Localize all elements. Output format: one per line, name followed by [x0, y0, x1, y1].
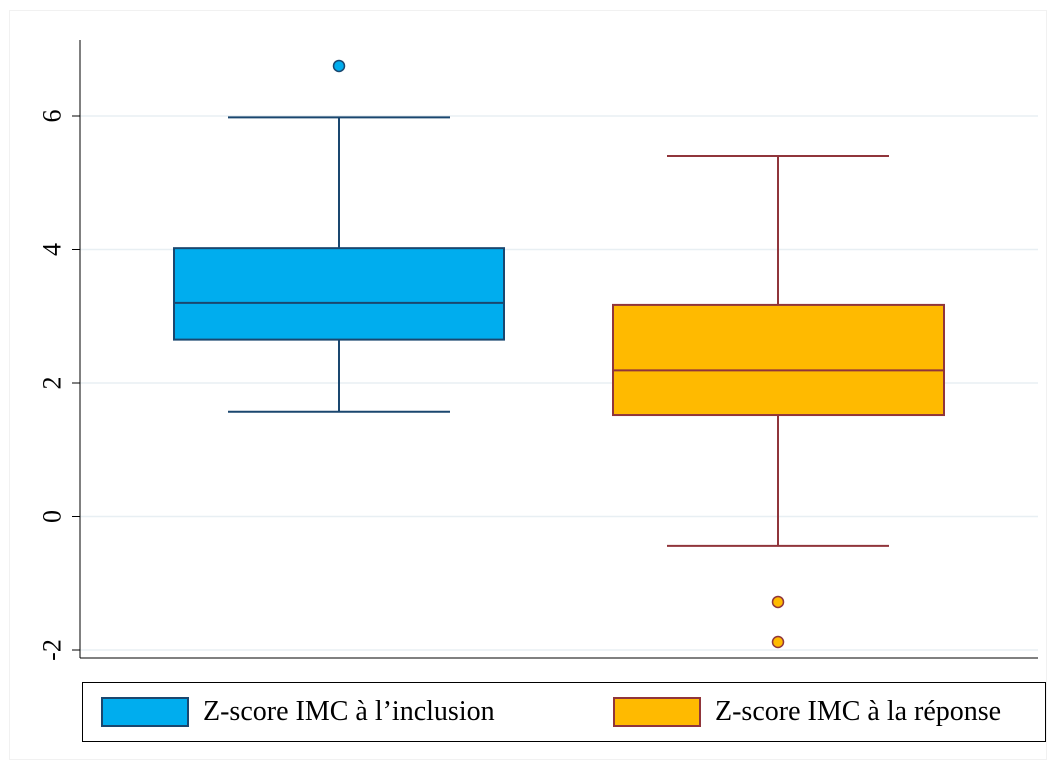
chart-frame — [9, 10, 1047, 760]
legend-label-reponse: Z-score IMC à la réponse — [715, 696, 1002, 727]
boxes — [173, 59, 945, 649]
y-tick-label: 2 — [38, 377, 67, 390]
box-iqr — [173, 247, 505, 341]
box-series-2 — [612, 155, 945, 649]
box-iqr — [612, 303, 945, 417]
legend-label-inclusion: Z-score IMC à l’inclusion — [203, 696, 495, 727]
outlier-point — [332, 59, 346, 73]
outlier-point — [771, 635, 785, 649]
legend-swatch-reponse — [613, 697, 701, 727]
legend-item-inclusion: Z-score IMC à l’inclusion — [101, 683, 495, 741]
legend: Z-score IMC à l’inclusion Z-score IMC à … — [82, 682, 1046, 742]
legend-item-reponse: Z-score IMC à la réponse — [613, 683, 1001, 741]
box-series-1 — [173, 59, 505, 413]
legend-swatch-inclusion — [101, 697, 189, 727]
outlier-point — [771, 595, 785, 609]
y-axis: -2 0 2 4 6 — [38, 40, 1038, 661]
y-tick-label: 4 — [38, 243, 67, 256]
y-tick-label: 0 — [38, 510, 67, 523]
y-tick-label: -2 — [38, 639, 67, 661]
y-tick-label: 6 — [38, 110, 67, 123]
